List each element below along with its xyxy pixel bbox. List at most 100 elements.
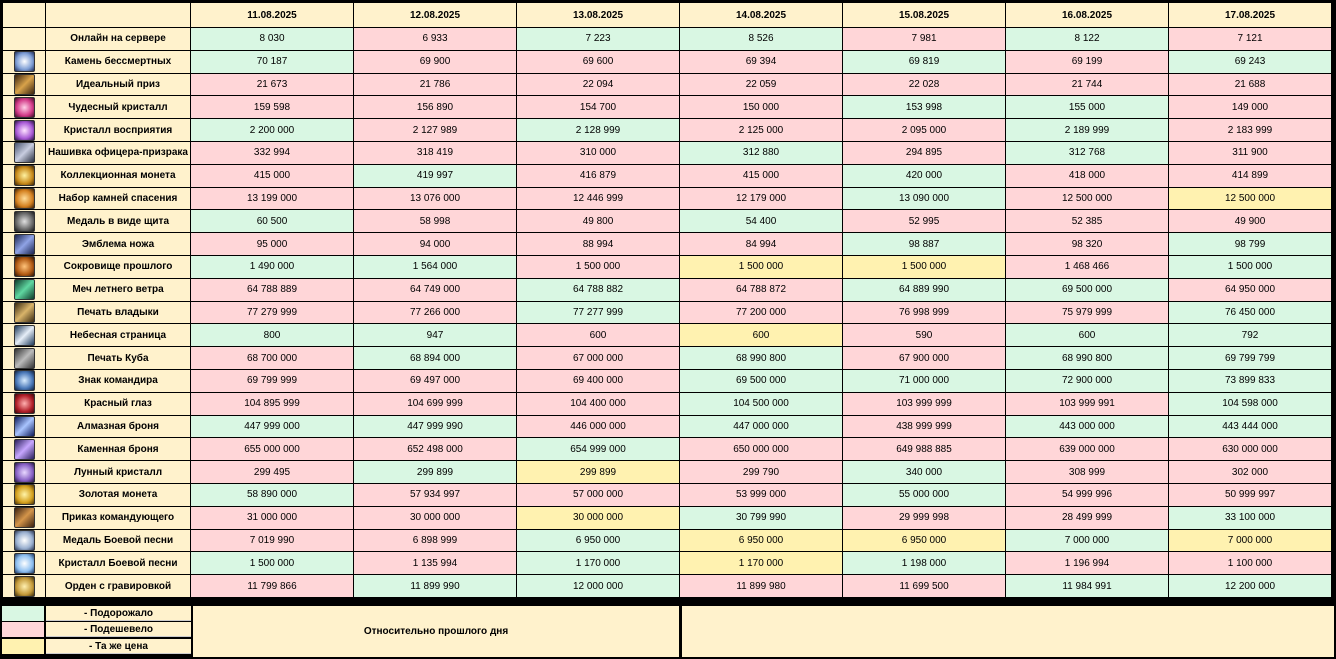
- item-icon-cell: [2, 323, 46, 348]
- price-cell: 312 880: [679, 140, 843, 165]
- table-row: Эмблема ножа 95 000 94 000 88 994 84 994 98 8…: [2, 232, 1332, 256]
- price-cell: 1 500 000: [516, 254, 680, 279]
- item-icon-cell: [2, 437, 46, 462]
- item-icon-cell: [2, 140, 46, 165]
- item-icon-cell: [2, 300, 46, 325]
- price-cell: 947: [353, 323, 517, 348]
- price-cell: 21 786: [353, 72, 517, 97]
- date-header: 11.08.2025: [190, 2, 354, 28]
- table-row: Идеальный приз 21 673 21 786 22 094 22 059 22…: [2, 72, 1332, 97]
- table-row: Нашивка офицера-призрака 332 994 318 419 31…: [2, 140, 1332, 165]
- price-cell: 6 898 999: [353, 528, 517, 553]
- legend-same-swatch: [2, 639, 45, 654]
- collector-coin-icon: [13, 165, 35, 187]
- table-row: Лунный кристалл 299 495 299 899 299 899 299 …: [2, 460, 1332, 484]
- gold-coin-icon: [13, 484, 35, 506]
- legend-same: - Та же цена: [2, 639, 191, 654]
- price-cell: 299 899: [516, 460, 680, 484]
- price-cell: 8 526: [679, 27, 843, 51]
- price-cell: 67 000 000: [516, 346, 680, 370]
- price-cell: 2 200 000: [190, 118, 354, 142]
- price-cell: 318 419: [353, 140, 517, 165]
- price-cell: 21 744: [1005, 72, 1169, 97]
- price-cell: 447 999 990: [353, 414, 517, 439]
- price-cell: 447 999 000: [190, 414, 354, 439]
- price-cell: 416 879: [516, 163, 680, 188]
- price-cell: 418 000: [1005, 163, 1169, 188]
- price-cell: 11 899 990: [353, 574, 517, 598]
- table-row: Медаль в виде щита 60 500 58 998 49 800 54 4…: [2, 209, 1332, 234]
- item-name: Небесная страница: [45, 323, 191, 348]
- price-cell: 11 799 866: [190, 574, 354, 598]
- price-cell: 1 564 000: [353, 254, 517, 279]
- past-treasure-icon: [13, 256, 35, 278]
- price-cell: 104 895 999: [190, 391, 354, 416]
- price-cell: 104 400 000: [516, 391, 680, 416]
- item-name: Идеальный приз: [45, 72, 191, 97]
- price-cell: 103 999 991: [1005, 391, 1169, 416]
- price-cell: 447 000 000: [679, 414, 843, 439]
- price-cell: 104 699 999: [353, 391, 517, 416]
- price-cell: 655 000 000: [190, 437, 354, 462]
- table-row: Орден с гравировкой 11 799 866 11 899 990 1…: [2, 574, 1332, 598]
- price-cell: 1 468 466: [1005, 254, 1169, 279]
- price-cell: 11 899 980: [679, 574, 843, 598]
- price-cell: 95 000: [190, 232, 354, 256]
- price-cell: 57 000 000: [516, 482, 680, 507]
- price-cell: 60 500: [190, 209, 354, 234]
- legend-blank-panel: [681, 606, 1334, 657]
- price-cell: 84 994: [679, 232, 843, 256]
- item-icon-cell: [2, 528, 46, 553]
- price-cell: 299 495: [190, 460, 354, 484]
- engraved-order-icon: [13, 575, 35, 597]
- price-cell: 77 279 999: [190, 300, 354, 325]
- price-cell: 69 500 000: [679, 368, 843, 393]
- item-icon-cell: [2, 95, 46, 120]
- item-icon-cell: [2, 391, 46, 416]
- price-cell: 415 000: [679, 163, 843, 188]
- price-cell: 76 450 000: [1168, 300, 1332, 325]
- price-cell: 49 800: [516, 209, 680, 234]
- battle-song-crystal-icon: [13, 552, 35, 574]
- price-cell: 299 790: [679, 460, 843, 484]
- item-name: Меч летнего ветра: [45, 277, 191, 302]
- commander-order-icon: [13, 507, 35, 529]
- price-cell: 438 999 999: [842, 414, 1006, 439]
- item-icon-cell: [2, 551, 46, 576]
- shield-medal-icon: [13, 210, 35, 232]
- price-cell: 6 950 000: [516, 528, 680, 553]
- price-cell: 54 999 996: [1005, 482, 1169, 507]
- header-icon-cell: [2, 2, 46, 28]
- heavenly-page-icon: [13, 324, 35, 346]
- date-header: 14.08.2025: [679, 2, 843, 28]
- item-icon-cell: [2, 186, 46, 211]
- price-cell: 98 887: [842, 232, 1006, 256]
- price-cell: 7 000 000: [1168, 528, 1332, 553]
- price-cell: 54 400: [679, 209, 843, 234]
- price-cell: 30 000 000: [516, 505, 680, 530]
- price-cell: 52 385: [1005, 209, 1169, 234]
- price-cell: 68 990 800: [679, 346, 843, 370]
- item-name: Кристалл Боевой песни: [45, 551, 191, 576]
- price-cell: 800: [190, 323, 354, 348]
- price-cell: 68 990 800: [1005, 346, 1169, 370]
- item-name: Печать Куба: [45, 346, 191, 370]
- item-name: Лунный кристалл: [45, 460, 191, 484]
- price-cell: 639 000 000: [1005, 437, 1169, 462]
- price-cell: 55 000 000: [842, 482, 1006, 507]
- price-cell: 69 819: [842, 49, 1006, 74]
- item-icon-cell: [2, 277, 46, 302]
- price-cell: 12 000 000: [516, 574, 680, 598]
- item-name: Кристалл восприятия: [45, 118, 191, 142]
- price-cell: 332 994: [190, 140, 354, 165]
- price-cell: 64 788 889: [190, 277, 354, 302]
- moon-crystal-icon: [13, 461, 35, 483]
- price-cell: 12 200 000: [1168, 574, 1332, 598]
- date-header: 12.08.2025: [353, 2, 517, 28]
- perfect-prize-icon: [13, 74, 35, 95]
- price-cell: 294 895: [842, 140, 1006, 165]
- item-icon-cell: [2, 346, 46, 370]
- legend-note: Относительно прошлого дня: [192, 606, 680, 657]
- table-row: Меч летнего ветра 64 788 889 64 749 000 64 …: [2, 277, 1332, 302]
- table-row: Небесная страница 800 947 600 600 590 600 792: [2, 323, 1332, 348]
